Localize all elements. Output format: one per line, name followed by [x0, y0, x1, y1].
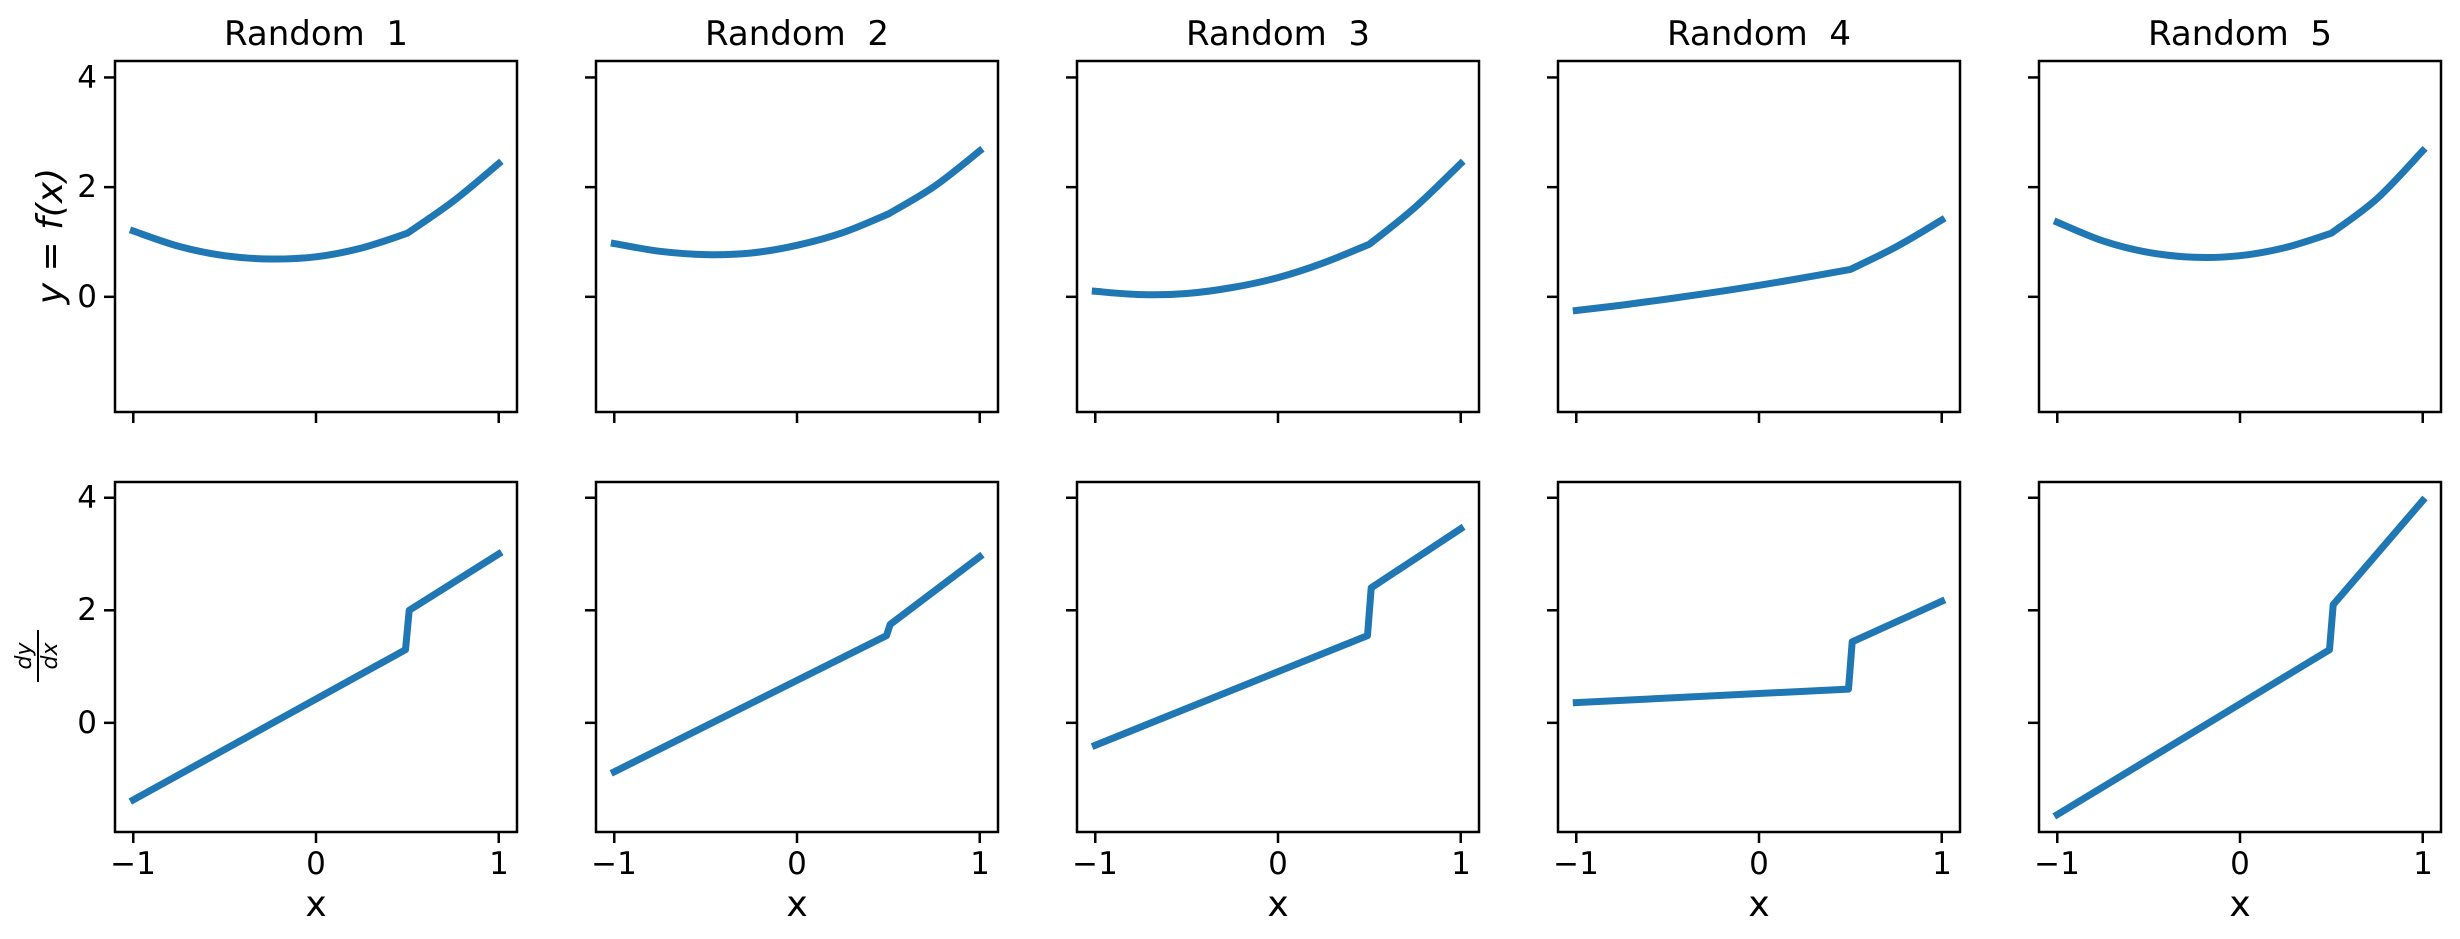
- subplot-title-3: Random 3: [1185, 14, 1370, 54]
- ytick-row1-4: 4: [77, 60, 97, 96]
- xtick-c2-1: 1: [970, 846, 990, 882]
- xtick-c1-0: 0: [306, 846, 326, 882]
- ylabel-dydx-fraction: dy dx: [12, 630, 63, 682]
- ylabel-y-equals-fx: y = f(x): [30, 167, 71, 305]
- axes-spines-r2-c2: [594, 480, 1000, 834]
- dydx-denominator: dx: [38, 642, 63, 670]
- xtick-c3-m1: −1: [1072, 846, 1118, 882]
- xtick-c4-m1: −1: [1553, 846, 1599, 882]
- axes-spines-r1-c2: [594, 59, 1000, 414]
- ytick-row1-2: 2: [77, 169, 97, 205]
- curve-dfdx-3: [1090, 523, 1466, 750]
- xtick-c1-m1: −1: [110, 846, 156, 882]
- xtick-c5-m1: −1: [2034, 846, 2080, 882]
- axes-spines-r1-c1: [113, 59, 519, 414]
- curve-f-4: [1572, 215, 1947, 315]
- axes-spines-r2-c4: [1556, 480, 1962, 834]
- xlabel-c2: x: [786, 884, 808, 925]
- curve-f-1: [128, 158, 504, 263]
- xtick-c5-0: 0: [2230, 846, 2250, 882]
- subplot-title-5: Random 5: [2147, 14, 2332, 54]
- xlabel-c5: x: [2229, 884, 2251, 925]
- subplot-title-1: Random 1: [223, 14, 408, 54]
- subplot-title-4: Random 4: [1666, 14, 1851, 54]
- xtick-c4-0: 0: [1749, 846, 1769, 882]
- xtick-c4-1: 1: [1932, 846, 1952, 882]
- subplot-title-2: Random 2: [704, 14, 889, 54]
- xtick-c1-1: 1: [489, 846, 509, 882]
- xtick-c2-0: 0: [787, 846, 807, 882]
- curve-dfdx-5: [2052, 495, 2428, 820]
- axes-spines-r1-c3: [1075, 59, 1481, 414]
- ytick-row1-0: 0: [77, 279, 97, 315]
- ytick-row2-2: 2: [77, 592, 97, 628]
- xtick-c3-1: 1: [1451, 846, 1471, 882]
- xlabel-c4: x: [1748, 884, 1770, 925]
- dydx-numerator: dy: [12, 630, 39, 682]
- xtick-c3-0: 0: [1268, 846, 1288, 882]
- xtick-c5-1: 1: [2413, 846, 2433, 882]
- axes-spines-r2-c5: [2037, 480, 2443, 834]
- xtick-c2-m1: −1: [591, 846, 637, 882]
- ytick-row2-0: 0: [77, 705, 97, 741]
- curve-dfdx-2: [609, 551, 985, 777]
- axes-spines-r1-c4: [1556, 59, 1962, 414]
- ytick-row2-4: 4: [77, 480, 97, 516]
- curve-dfdx-1: [128, 549, 504, 805]
- curve-f-2: [610, 145, 985, 259]
- axes-spines-r2-c3: [1075, 480, 1481, 834]
- curve-dfdx-4: [1572, 596, 1947, 707]
- xlabel-c3: x: [1267, 884, 1289, 925]
- xlabel-c1: x: [305, 884, 327, 925]
- curve-f-3: [1091, 158, 1466, 299]
- curve-f-5: [2052, 145, 2428, 262]
